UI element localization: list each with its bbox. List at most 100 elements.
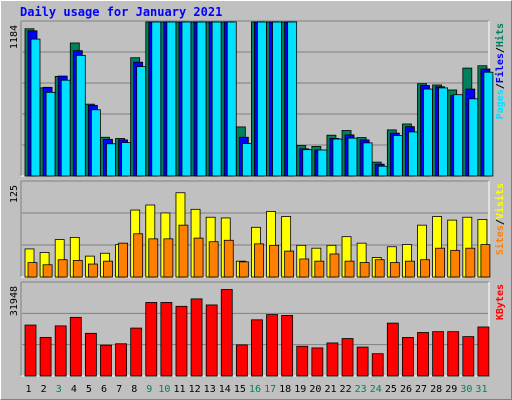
bar-kbytes (24, 324, 37, 377)
bar-kbytes (432, 331, 445, 377)
legend-entry: / (495, 219, 506, 225)
day-label: 5 (86, 384, 92, 395)
day-label: 25 (385, 384, 397, 395)
bar-sites (389, 262, 400, 278)
bar-sites (374, 259, 385, 278)
bar-kbytes (115, 343, 127, 377)
bar-pages (362, 142, 373, 177)
bar-pages (453, 94, 464, 177)
bar-kbytes (235, 344, 248, 377)
bar-kbytes (54, 325, 67, 377)
bar-kbytes (205, 304, 218, 377)
legend-label: Pages/Files/Hits (494, 23, 506, 119)
day-label: 1 (26, 384, 32, 395)
bar-sites (178, 224, 189, 278)
bar-sites (238, 261, 249, 278)
bar-kbytes (251, 319, 263, 377)
bar-pages (136, 66, 147, 177)
bar-pages (347, 137, 358, 177)
bar-kbytes (386, 322, 399, 377)
bar-kbytes (175, 305, 188, 377)
day-label: 16 (249, 384, 261, 395)
bar-sites (284, 250, 295, 278)
bar-sites (480, 244, 491, 278)
bar-kbytes (402, 337, 414, 377)
bar-pages (302, 149, 313, 177)
day-label: 29 (445, 384, 457, 395)
legend-entry: Hits (494, 23, 506, 47)
day-label: 10 (158, 384, 170, 395)
day-label: 18 (279, 384, 291, 395)
bar-kbytes (100, 344, 112, 377)
bar-kbytes (356, 346, 369, 377)
bar-pages (377, 165, 388, 177)
legend-entry: Files (494, 53, 506, 83)
bar-pages (241, 143, 252, 177)
bar-pages (151, 21, 162, 177)
bar-pages (211, 21, 222, 177)
bar-sites (254, 243, 264, 278)
day-label: 28 (430, 384, 442, 395)
bar-sites (344, 260, 355, 278)
bar-sites (223, 239, 234, 278)
day-label: 26 (400, 384, 412, 395)
bar-kbytes (371, 353, 384, 377)
bar-pages (287, 21, 298, 177)
legend-entry: Pages (495, 89, 506, 119)
bar-sites (42, 264, 53, 278)
bar-kbytes (477, 326, 490, 377)
bar-sites (118, 242, 128, 278)
bar-kbytes (84, 332, 97, 377)
bar-kbytes (145, 302, 158, 377)
day-label: 17 (264, 384, 276, 395)
bar-sites (435, 247, 446, 278)
day-label: 22 (340, 384, 352, 395)
legend-entry: / (495, 47, 506, 53)
axis-max-label: 125 (9, 185, 20, 203)
bar-sites (405, 260, 415, 278)
bar-kbytes (69, 316, 82, 377)
bar-pages (75, 54, 86, 177)
day-label: 13 (204, 384, 216, 395)
day-label: 12 (189, 384, 201, 395)
bar-pages (483, 71, 494, 177)
bar-kbytes (160, 302, 173, 377)
bar-sites (193, 237, 204, 278)
bar-pages (438, 87, 449, 177)
bar-pages (181, 21, 192, 177)
bar-sites (57, 259, 68, 278)
bar-pages (45, 91, 56, 177)
bar-sites (465, 247, 476, 278)
day-label: 21 (324, 384, 336, 395)
bar-pages (30, 38, 41, 177)
bar-sites (163, 238, 174, 278)
day-label: 4 (71, 384, 77, 395)
bar-sites (87, 263, 98, 278)
bar-pages (196, 21, 207, 177)
bar-sites (72, 260, 83, 278)
day-label: 31 (475, 384, 487, 395)
bar-pages (60, 79, 71, 177)
bar-pages (272, 21, 282, 177)
legend-entry: Sites (494, 225, 506, 255)
bar-sites (269, 244, 279, 278)
legend-label: KBytes (495, 284, 506, 320)
bar-sites (208, 241, 219, 278)
legend-label: Sites/Visits (494, 183, 506, 255)
bar-sites (27, 262, 38, 278)
bar-pages (166, 21, 177, 177)
bar-pages (408, 131, 418, 177)
day-label: 23 (355, 384, 367, 395)
bar-pages (332, 138, 343, 177)
bar-sites (420, 259, 430, 278)
day-label: 8 (131, 384, 137, 395)
bar-sites (359, 262, 370, 278)
bar-kbytes (266, 314, 278, 377)
bar-pages (121, 142, 131, 177)
day-label: 15 (234, 384, 246, 395)
day-label: 14 (219, 384, 231, 395)
day-label: 6 (101, 384, 107, 395)
bar-sites (329, 253, 340, 278)
day-label: 30 (460, 384, 472, 395)
